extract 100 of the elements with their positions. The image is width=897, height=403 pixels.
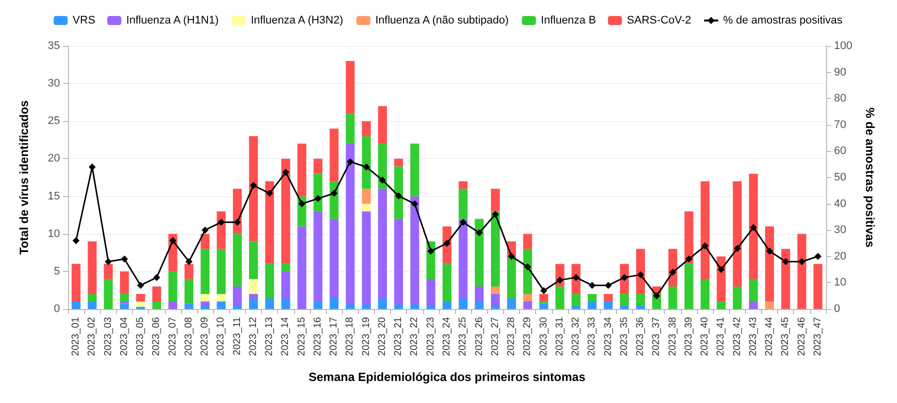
bar — [716, 301, 726, 309]
point — [314, 195, 322, 202]
point — [798, 258, 806, 266]
x-tick-label: 2023_35 — [618, 316, 630, 356]
bar — [539, 304, 548, 309]
bar — [636, 248, 645, 294]
x-tick-label: 2023_21 — [393, 316, 404, 356]
point — [202, 226, 209, 234]
x-tick-label: 2023_43 — [748, 316, 759, 356]
x-tick-label: 2023_11 — [232, 316, 243, 356]
bar — [184, 264, 194, 279]
point — [782, 258, 790, 266]
x-tick-label: 2023_33 — [586, 316, 598, 356]
point — [718, 266, 725, 274]
bar — [474, 301, 484, 309]
x-tick-label: 2023_01 — [70, 316, 82, 356]
bar — [474, 286, 484, 302]
x-tick-label: 2023_44 — [764, 316, 776, 356]
bar — [120, 304, 129, 309]
bar — [232, 286, 242, 306]
point — [572, 274, 580, 281]
x-tick-label: 2023_24 — [442, 316, 452, 356]
point — [427, 248, 434, 255]
bar — [588, 294, 597, 302]
bar — [700, 278, 710, 309]
bar — [394, 158, 404, 166]
point — [604, 282, 612, 289]
bar — [636, 294, 645, 306]
bar — [426, 306, 436, 309]
point — [104, 258, 112, 266]
legend-label: Influenza A (H3N2) — [250, 14, 344, 26]
bar — [684, 211, 694, 264]
bar — [232, 188, 242, 234]
bar — [362, 136, 371, 189]
bar — [330, 296, 339, 309]
point — [556, 276, 564, 284]
point — [169, 237, 176, 244]
y2-tick-label: 80 — [834, 92, 846, 105]
bar — [523, 248, 532, 294]
y2-tick-label: 30 — [834, 224, 846, 236]
bar — [442, 301, 452, 309]
point — [153, 274, 160, 281]
bar — [120, 294, 129, 302]
x-tick-label: 2023_10 — [216, 316, 227, 356]
bar — [394, 304, 404, 309]
x-tick-label: 2023_34 — [602, 316, 614, 356]
bar — [104, 264, 113, 279]
point — [460, 218, 467, 226]
bar — [700, 181, 710, 279]
bar — [442, 264, 452, 302]
x-tick-label: 2023_04 — [118, 316, 130, 356]
bar — [184, 278, 194, 304]
x-tick-label: 2023_02 — [86, 316, 98, 356]
bar — [136, 294, 146, 302]
point — [120, 256, 128, 263]
bar — [620, 294, 629, 306]
point — [362, 163, 370, 170]
x-tick-label: 2023_16 — [312, 316, 324, 356]
bar — [362, 304, 371, 309]
x-tick-label: 2023_13 — [264, 316, 276, 356]
bar — [232, 306, 242, 309]
bar — [249, 241, 258, 279]
x-tick-label: 2023_32 — [570, 316, 582, 356]
y2-tick-label: 90 — [834, 66, 846, 78]
bar — [216, 301, 226, 309]
bar — [152, 301, 162, 309]
bar — [362, 204, 371, 212]
point — [476, 229, 483, 236]
bar — [265, 181, 274, 264]
bar — [346, 144, 355, 304]
point — [588, 282, 596, 289]
bar — [281, 264, 290, 272]
bar — [314, 211, 322, 302]
bar — [200, 306, 210, 309]
y2-tick-label: 40 — [834, 198, 846, 210]
bar — [490, 188, 500, 212]
bar — [152, 286, 162, 302]
bar — [216, 211, 226, 249]
bar — [88, 294, 97, 302]
legend-label: Influenza A (H1N1) — [126, 14, 219, 26]
bar — [297, 226, 306, 309]
bar — [604, 294, 613, 302]
point — [378, 176, 386, 184]
x-tick-label: 2023_31 — [554, 316, 566, 356]
x-tick-label: 2023_08 — [183, 316, 194, 356]
bar — [410, 196, 420, 304]
point — [669, 268, 676, 276]
x-tick-label: 2023_41 — [716, 316, 727, 356]
point — [72, 237, 80, 244]
legend-label: Influenza B — [540, 14, 596, 26]
x-tick-label: 2023_05 — [135, 316, 146, 356]
bar — [314, 158, 322, 174]
bar — [732, 181, 742, 286]
y2-tick-label: 70 — [834, 118, 846, 131]
bar — [620, 306, 629, 309]
bar — [523, 234, 532, 249]
bar — [346, 304, 355, 309]
bar — [330, 128, 339, 182]
x-tick-label: 2023_03 — [102, 316, 114, 356]
point — [298, 200, 306, 208]
